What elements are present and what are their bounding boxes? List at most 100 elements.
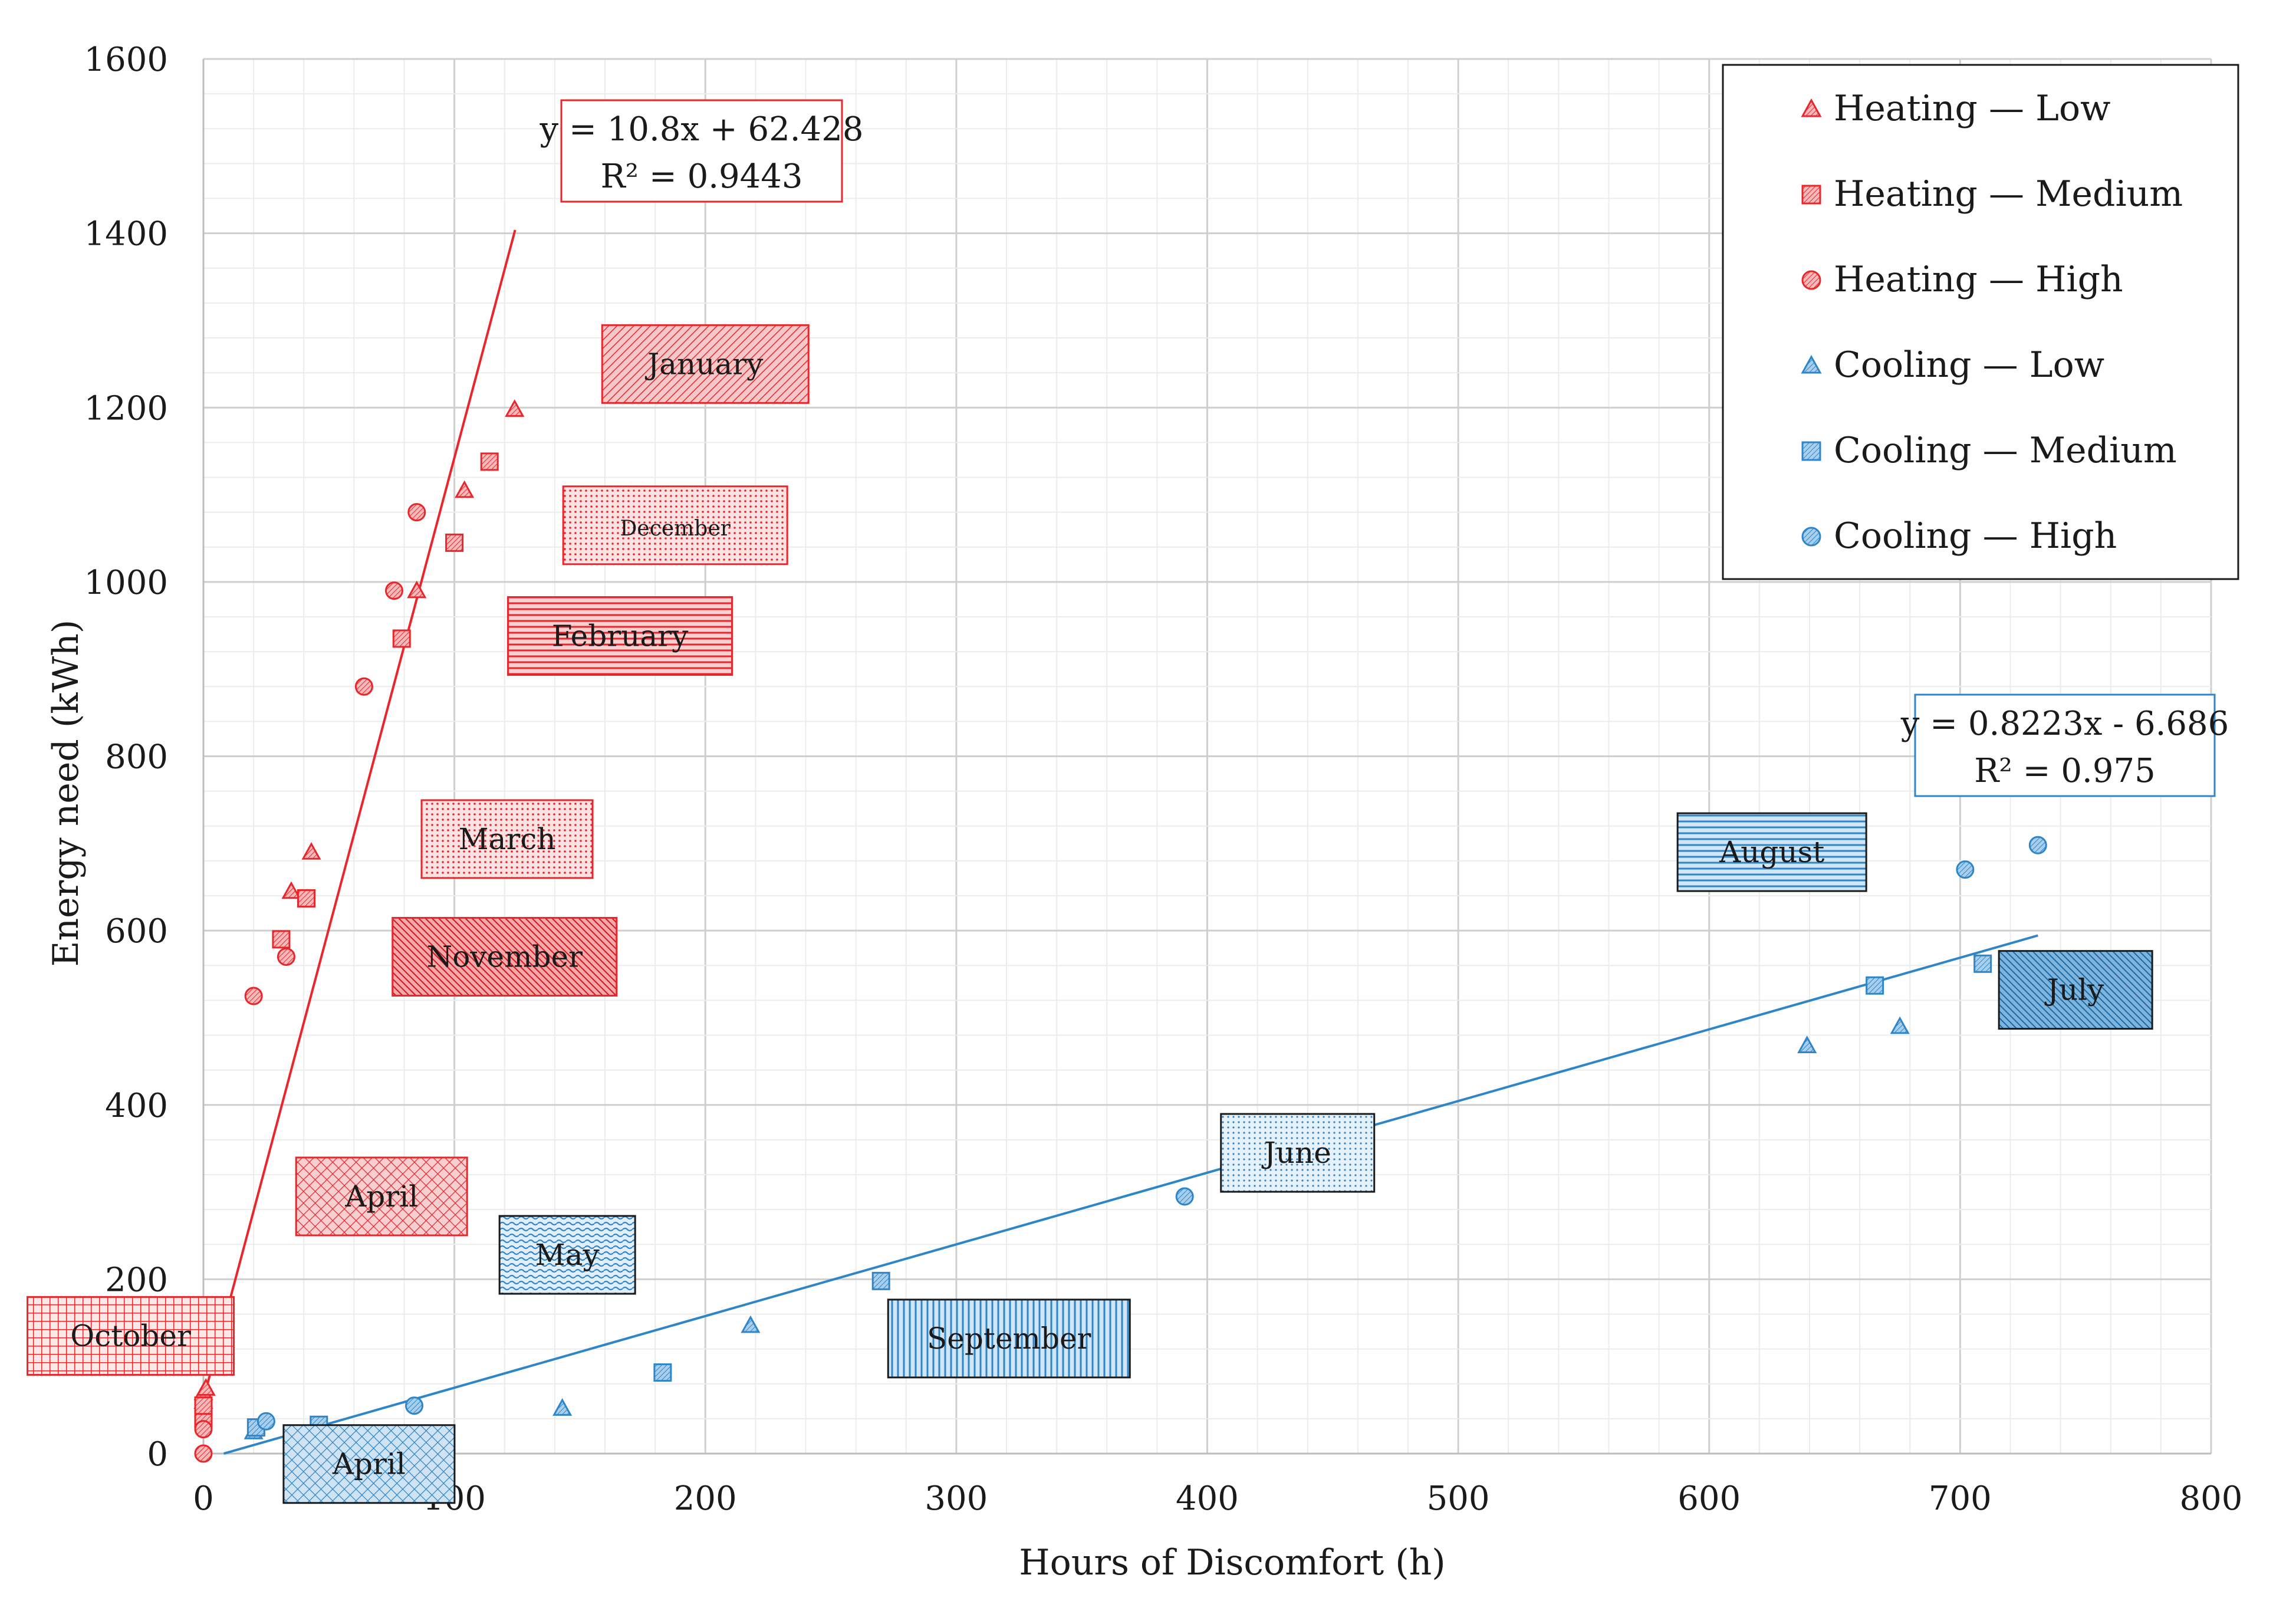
month-label-box: [27, 1296, 235, 1376]
trendlines: [202, 229, 2038, 1455]
data-point-heating-low: [301, 842, 321, 860]
data-point-heating-medium: [445, 533, 464, 552]
legend-marker-cooling-medium: [1801, 441, 1821, 461]
data-point-heating-high: [244, 987, 263, 1005]
cooling-r2: R² = 0.975: [1974, 752, 2155, 790]
data-point-heating-medium: [297, 889, 316, 908]
x-tick-label: 400: [1176, 1480, 1239, 1518]
month-label-cooling-april: April: [282, 1424, 456, 1504]
y-tick-label: 800: [105, 738, 168, 777]
x-tick-label: 700: [1929, 1480, 1992, 1518]
axes: [202, 59, 2211, 1455]
month-label-cooling-september: September: [887, 1298, 1131, 1379]
data-point-cooling-high: [1956, 860, 1975, 879]
x-tick-label: 300: [925, 1480, 988, 1518]
month-label-box: [392, 916, 618, 997]
month-label-heating-march: March: [420, 799, 594, 879]
month-label-text: September: [927, 1321, 1091, 1356]
heating-equation: y = 10.8x + 62.428: [540, 110, 864, 149]
month-label-box: [1220, 1113, 1376, 1193]
month-label-heating-december: December: [562, 485, 788, 566]
data-point-heating-medium: [272, 930, 291, 949]
data-point-cooling-low: [741, 1315, 761, 1333]
data-point-heating-high: [384, 581, 403, 600]
legend-label-cooling-high: Cooling — High: [1834, 515, 2117, 557]
month-label-box: [498, 1215, 636, 1295]
legend-label-cooling-low: Cooling — Low: [1834, 344, 2104, 386]
data-point-heating-high: [407, 503, 426, 522]
month-labels: January December February March November Apri…: [27, 324, 2153, 1504]
legend-marker-cooling-high: [1801, 527, 1821, 547]
y-tick-label: 1000: [84, 564, 168, 602]
month-label-text: June: [1261, 1136, 1331, 1170]
gridlines: [202, 58, 2212, 1455]
month-label-text: March: [458, 822, 555, 856]
data-point-heating-medium: [194, 1396, 213, 1415]
data-point-heating-medium: [392, 629, 411, 648]
legend: Heating — Low Heating — Medium Heating —…: [1722, 64, 2239, 580]
month-label-cooling-july: July: [1998, 950, 2153, 1030]
legend-marker-heating-high: [1801, 270, 1821, 290]
data-point-cooling-medium: [871, 1271, 890, 1290]
data-point-cooling-high: [256, 1412, 275, 1431]
cooling-trendline: [223, 934, 2038, 1455]
month-label-text: October: [70, 1319, 191, 1353]
x-axis-title: Hours of Discomfort (h): [1019, 1542, 1445, 1583]
month-label-heating-february: February: [507, 596, 733, 676]
data-point-heating-low: [196, 1378, 216, 1396]
month-label-text: February: [552, 619, 689, 653]
y-tick-label: 400: [105, 1087, 168, 1125]
data-point-cooling-low: [1797, 1035, 1817, 1053]
month-label-heating-november: November: [392, 916, 618, 997]
data-point-heating-low: [407, 580, 427, 599]
data-point-heating-low: [281, 881, 301, 899]
x-tick-label: 600: [1677, 1480, 1741, 1518]
x-tick-label: 800: [2180, 1480, 2243, 1518]
month-label-cooling-august: August: [1676, 812, 1867, 892]
heating-trendline: [202, 229, 517, 1400]
y-tick-label: 200: [105, 1261, 168, 1299]
month-label-cooling-june: June: [1220, 1113, 1376, 1193]
month-label-cooling-may: May: [498, 1215, 636, 1295]
legend-marker-heating-low: [1801, 98, 1822, 117]
month-label-text: December: [620, 517, 731, 541]
cooling-equation: y = 0.8223x - 6.686: [1900, 705, 2229, 743]
data-point-cooling-medium: [653, 1363, 672, 1382]
month-label-text: April: [344, 1179, 418, 1214]
legend-marker-cooling-low: [1801, 354, 1822, 374]
month-label-heating-october: October: [27, 1296, 235, 1376]
data-point-heating-high: [194, 1444, 213, 1463]
y-tick-label: 600: [105, 912, 168, 951]
legend-label-heating-medium: Heating — Medium: [1834, 173, 2183, 215]
data-point-cooling-low: [552, 1398, 573, 1416]
month-label-box: [887, 1298, 1131, 1379]
legend-label-cooling-medium: Cooling — Medium: [1834, 430, 2177, 471]
tick-labels: 0100200300400500600700800020040060080010…: [84, 41, 2242, 1518]
data-point-cooling-high: [405, 1396, 424, 1415]
month-label-box: [1998, 950, 2153, 1030]
y-tick-label: 1600: [84, 41, 168, 79]
x-tick-label: 500: [1427, 1480, 1490, 1518]
month-label-box: [1676, 812, 1867, 892]
legend-label-heating-high: Heating — High: [1834, 259, 2123, 300]
data-point-cooling-medium: [1973, 954, 1992, 973]
y-tick-label: 0: [147, 1435, 168, 1474]
y-tick-label: 1200: [84, 389, 168, 428]
month-label-box: [420, 799, 594, 879]
y-axis-title: Energy need (kWh): [45, 620, 87, 967]
heating-equation-box: y = 10.8x + 62.428 R² = 0.9443: [540, 99, 864, 203]
data-point-cooling-high: [1175, 1187, 1194, 1206]
data-point-heating-medium: [480, 452, 499, 471]
month-label-heating-january: January: [601, 324, 810, 404]
month-label-heating-april: April: [295, 1156, 468, 1237]
data-point-heating-low: [455, 480, 475, 498]
data-point-cooling-medium: [1866, 976, 1884, 995]
data-point-heating-low: [505, 399, 525, 417]
cooling-equation-box: y = 0.8223x - 6.686 R² = 0.975: [1900, 693, 2229, 797]
month-label-text: January: [644, 347, 764, 381]
y-tick-label: 1400: [84, 215, 168, 254]
month-label-box: [507, 596, 733, 676]
month-label-text: November: [426, 939, 583, 974]
month-label-box: [601, 324, 810, 404]
